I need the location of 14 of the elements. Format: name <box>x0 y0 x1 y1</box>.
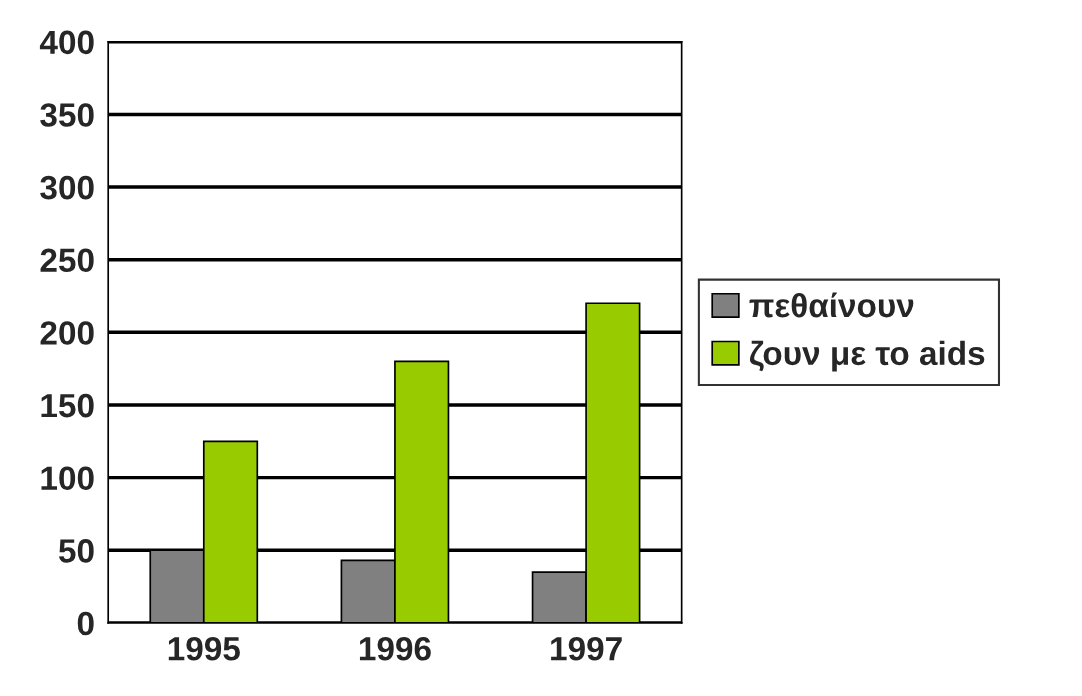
y-tick-label: 100 <box>41 466 94 491</box>
y-tick-label: 50 <box>58 539 94 563</box>
y-tick-label: 150 <box>41 393 94 418</box>
x-tick-label: 1995 <box>168 636 240 661</box>
y-tick-label: 200 <box>40 321 94 345</box>
y-tick-label: 0 <box>77 611 94 636</box>
legend-label: πεθαίνουν <box>749 292 914 318</box>
y-tick-label: 350 <box>40 103 94 127</box>
y-tick-label: 250 <box>40 248 94 273</box>
x-tick-label: 1997 <box>551 636 622 661</box>
x-tick-label: 1996 <box>359 636 431 661</box>
legend-label: ζουν με το aids <box>749 340 985 372</box>
y-tick-label: 400 <box>39 30 94 55</box>
y-tick-label: 300 <box>40 175 94 200</box>
